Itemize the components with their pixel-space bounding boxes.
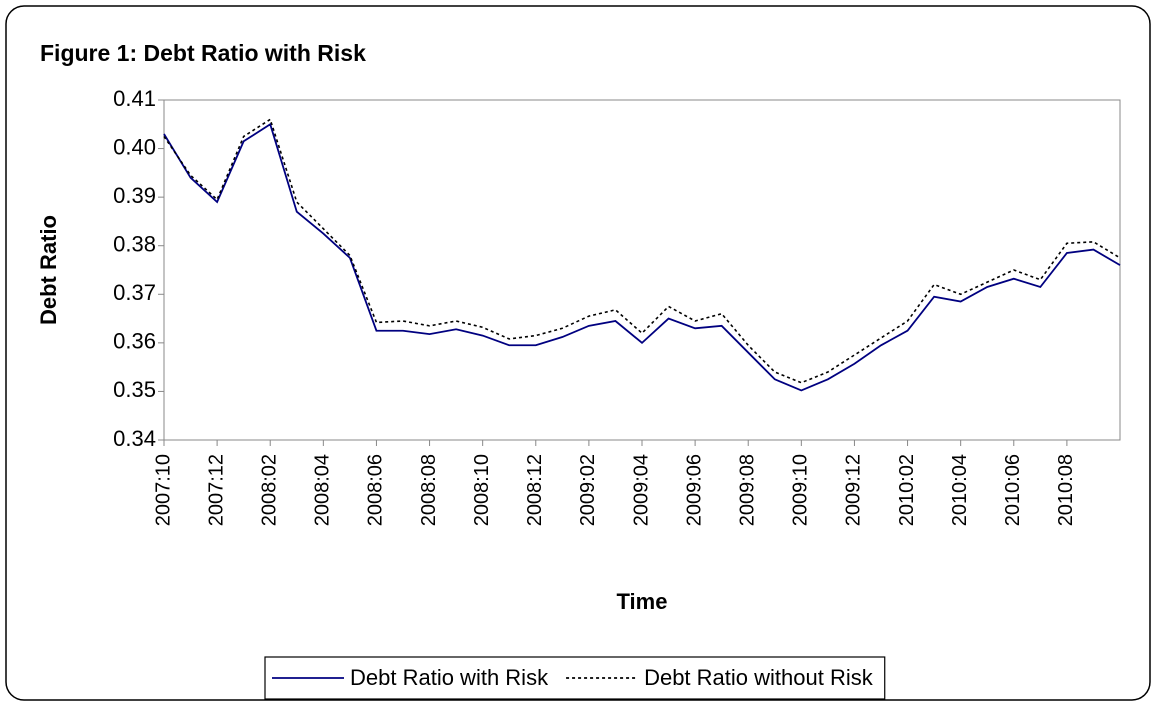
x-tick-label: 2008:08: [418, 454, 440, 526]
y-tick-label: 0.41: [113, 86, 156, 111]
legend-label: Debt Ratio with Risk: [350, 665, 549, 690]
x-tick-label: 2007:10: [152, 454, 174, 526]
x-axis-label: Time: [617, 589, 668, 614]
x-tick-label: 2009:10: [790, 454, 812, 526]
legend-label: Debt Ratio without Risk: [644, 665, 874, 690]
y-axis-label: Debt Ratio: [36, 215, 61, 325]
x-tick-label: 2008:02: [259, 454, 281, 526]
x-tick-label: 2008:04: [312, 454, 334, 526]
y-tick-label: 0.35: [113, 377, 156, 402]
series-line: [163, 122, 1121, 392]
plot-area: [163, 99, 1121, 441]
series-line: [163, 118, 1121, 384]
y-tick-label: 0.36: [113, 329, 156, 354]
x-tick-label: 2009:06: [683, 454, 705, 526]
y-tick-label: 0.39: [113, 183, 156, 208]
x-tick-label: 2010:08: [1055, 454, 1077, 526]
x-tick-label: 2008:06: [365, 454, 387, 526]
x-tick-label: 2008:12: [524, 454, 546, 526]
y-tick-label: 0.38: [113, 232, 156, 257]
x-tick-label: 2010:04: [949, 454, 971, 526]
x-tick-label: 2010:02: [896, 454, 918, 526]
chart-title: Figure 1: Debt Ratio with Risk: [40, 40, 366, 66]
legend: Debt Ratio with Risk Debt Ratio without R…: [264, 656, 886, 700]
x-tick-label: 2009:08: [737, 454, 759, 526]
x-tick-label: 2009:02: [577, 454, 599, 526]
x-tick-label: 2010:06: [1002, 454, 1024, 526]
y-tick-label: 0.34: [113, 426, 156, 451]
y-tick-label: 0.40: [113, 134, 156, 159]
x-tick-label: 2008:10: [471, 454, 493, 526]
x-tick-label: 2007:12: [205, 454, 227, 526]
x-tick-label: 2009:04: [630, 454, 652, 526]
x-tick-label: 2009:12: [843, 454, 865, 526]
y-tick-label: 0.37: [113, 280, 156, 305]
